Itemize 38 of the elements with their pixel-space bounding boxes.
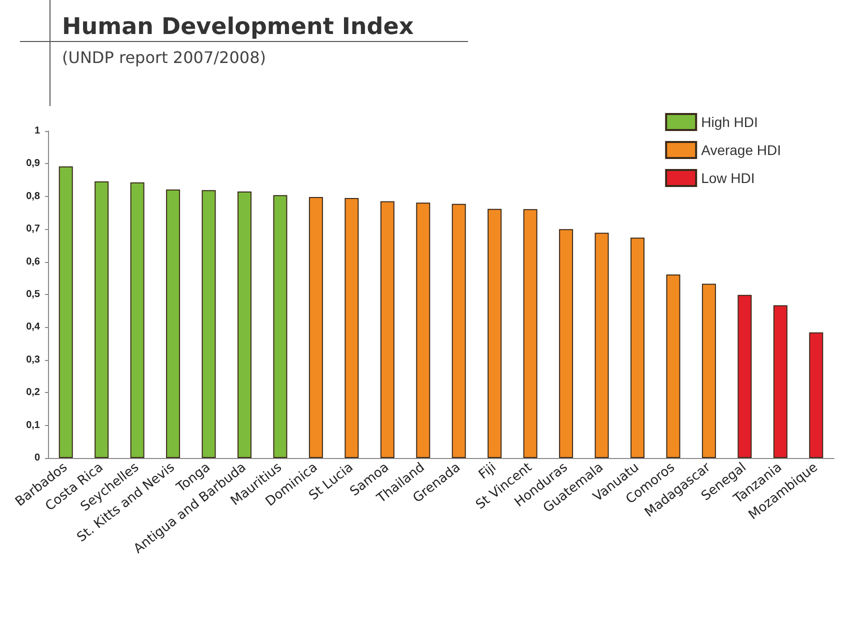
y-tick-label: 0,6 bbox=[26, 256, 40, 268]
chart-title: Human Development Index bbox=[62, 14, 414, 40]
chart-subtitle: (UNDP report 2007/2008) bbox=[62, 48, 266, 67]
y-tick-label: 0,3 bbox=[26, 354, 40, 366]
legend-label: High HDI bbox=[701, 114, 758, 130]
bar bbox=[202, 190, 216, 458]
bar bbox=[273, 195, 288, 458]
bar bbox=[488, 208, 502, 458]
y-tick-label: 1 bbox=[34, 126, 40, 136]
bar bbox=[166, 190, 180, 458]
bar bbox=[58, 166, 73, 458]
y-tick-label: 0,9 bbox=[26, 158, 40, 170]
legend-label: Average HDI bbox=[701, 142, 782, 158]
bar bbox=[666, 274, 680, 458]
bar bbox=[594, 232, 609, 458]
bar bbox=[630, 238, 644, 458]
bar bbox=[344, 198, 359, 458]
bar bbox=[94, 181, 109, 458]
bar bbox=[773, 305, 788, 458]
bar bbox=[380, 201, 394, 458]
bar bbox=[416, 202, 430, 458]
bar bbox=[809, 332, 824, 458]
y-tick-label: 0 bbox=[34, 452, 40, 464]
bar bbox=[523, 209, 538, 458]
y-tick-label: 0,5 bbox=[26, 289, 40, 300]
bar bbox=[559, 229, 574, 458]
y-tick-label: 0,4 bbox=[26, 322, 40, 333]
y-tick-label: 0,8 bbox=[26, 190, 40, 202]
y-tick-label: 0,7 bbox=[26, 224, 40, 235]
bar bbox=[308, 197, 323, 458]
legend-label: Low HDI bbox=[701, 170, 755, 186]
y-tick-label: 0,1 bbox=[26, 420, 40, 431]
y-tick-label: 0,2 bbox=[26, 387, 40, 398]
bar bbox=[702, 284, 716, 458]
bar bbox=[738, 294, 752, 458]
bar bbox=[130, 182, 144, 458]
bar bbox=[452, 204, 466, 458]
bar bbox=[238, 191, 252, 458]
